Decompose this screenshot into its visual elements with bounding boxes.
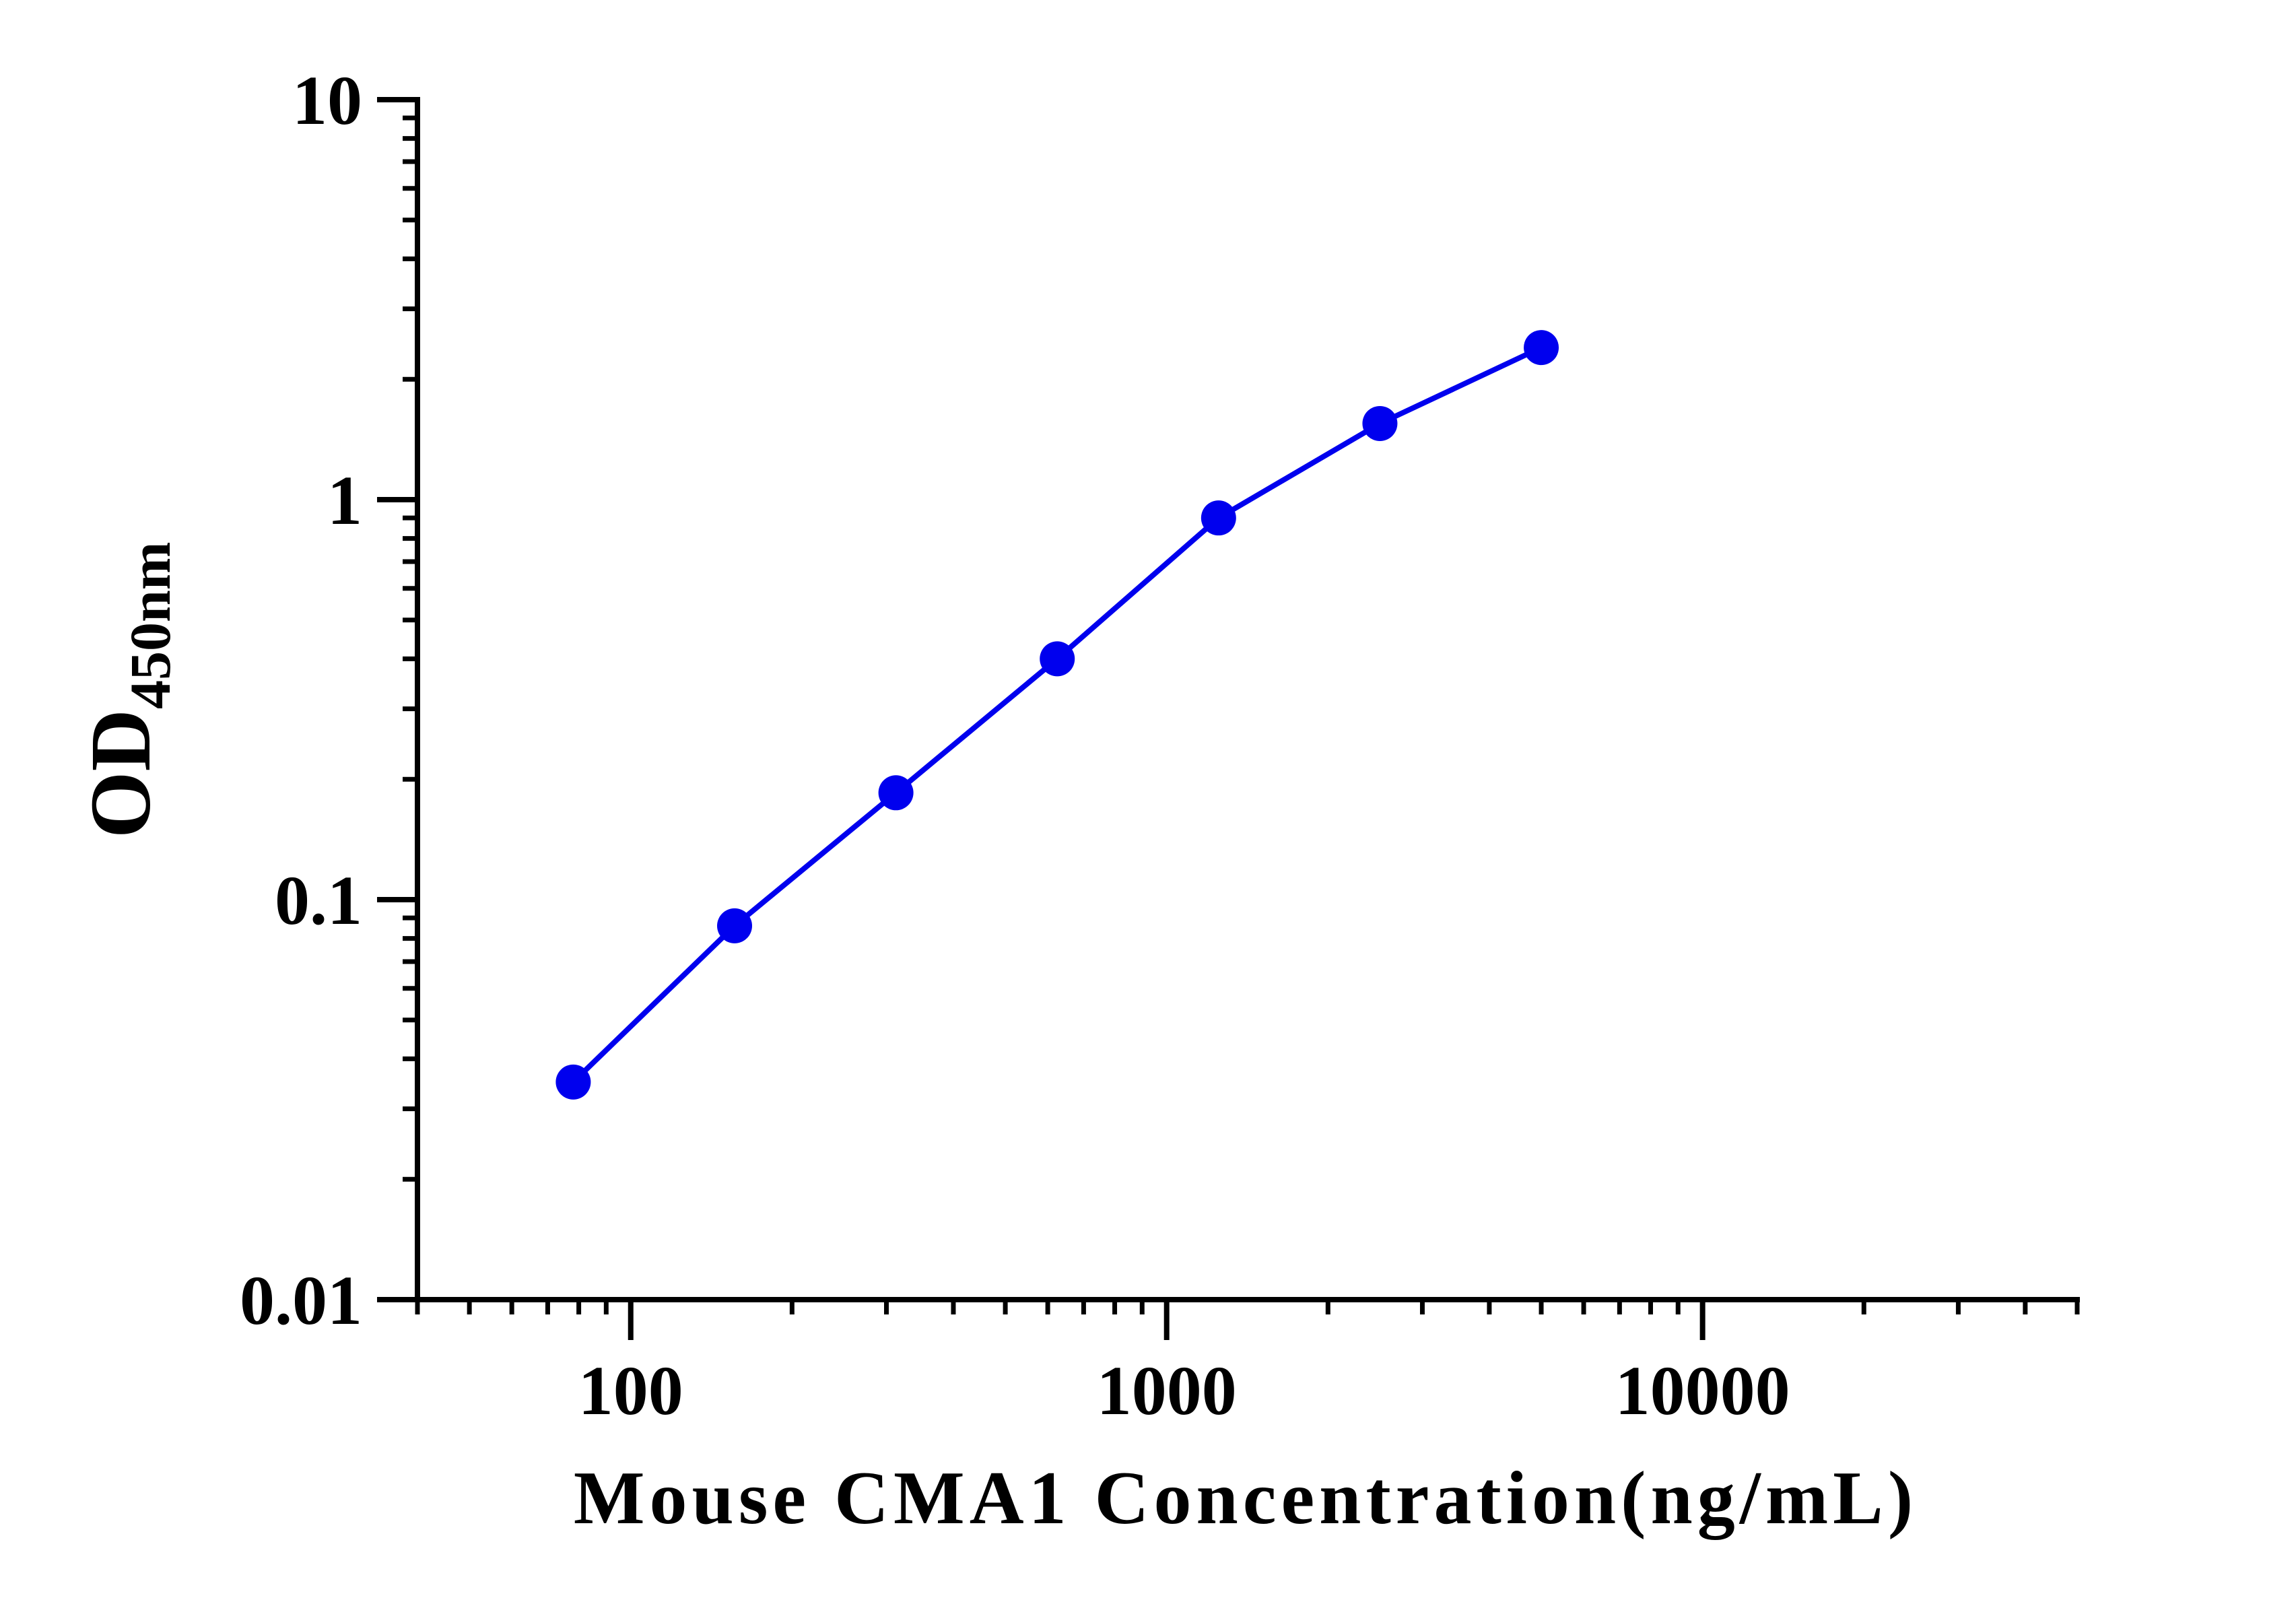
y-axis-title-main: OD [73, 709, 168, 838]
x-tick-label: 1000 [1097, 1352, 1237, 1430]
plot-series [555, 330, 1559, 1100]
y-ticks [377, 97, 417, 1302]
data-point [555, 1064, 591, 1100]
x-tick-label: 100 [578, 1352, 683, 1430]
y-tick-labels: 0.01 0.1 1 10 [240, 62, 362, 1339]
x-tick-labels: 100 1000 10000 [578, 1352, 1790, 1430]
x-axis-title: Mouse CMA1 Concentration(ng/mL) [574, 1457, 1918, 1540]
y-axis-title: OD450nm [73, 542, 182, 838]
y-tick-label: 0.01 [240, 1262, 362, 1339]
data-point [1040, 641, 1075, 677]
data-point [878, 775, 914, 811]
y-axis-title-subscript: 450nm [118, 542, 182, 709]
data-point [1362, 405, 1398, 441]
data-point [1524, 330, 1559, 366]
y-tick-label: 1 [327, 462, 362, 539]
x-axis: 100 1000 10000 [415, 1297, 2080, 1430]
y-tick-label: 10 [292, 62, 362, 139]
data-point [1201, 500, 1236, 536]
data-point [717, 908, 753, 943]
y-axis: 0.01 0.1 1 10 [240, 62, 420, 1339]
x-ticks [415, 1300, 2080, 1340]
x-tick-label: 10000 [1615, 1352, 1790, 1430]
series-line [571, 345, 1543, 1084]
y-tick-label: 0.1 [275, 862, 362, 939]
